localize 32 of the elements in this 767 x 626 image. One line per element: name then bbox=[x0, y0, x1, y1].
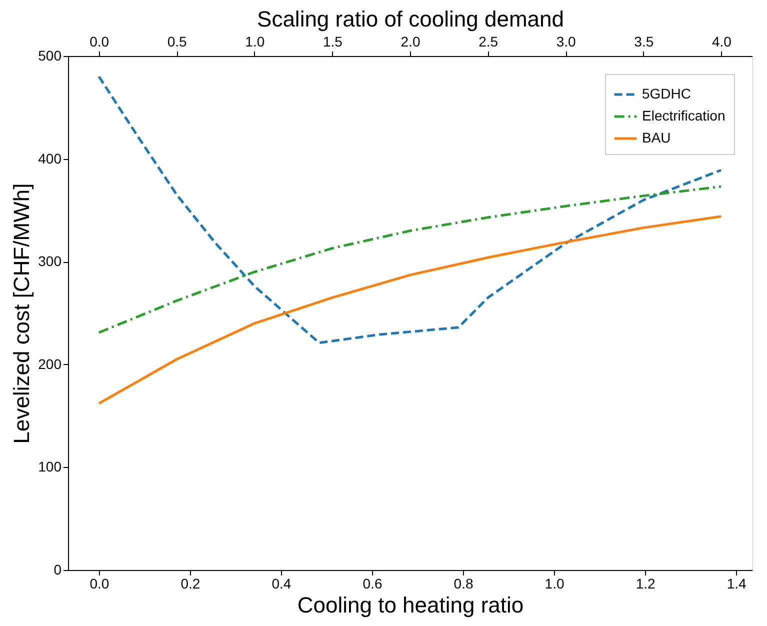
y-tick-label: 400 bbox=[38, 150, 62, 166]
line-series bbox=[98, 75, 722, 344]
x-tick-label: 0.2 bbox=[180, 576, 200, 592]
x2-tick-label: 1.0 bbox=[245, 34, 265, 50]
x-tick-label: 0.0 bbox=[90, 576, 110, 592]
y-tick-label: 200 bbox=[38, 356, 62, 372]
x2-axis-title: Scaling ratio of cooling demand bbox=[257, 6, 564, 32]
legend-label: BAU bbox=[642, 130, 671, 146]
x-tick-label: 1.0 bbox=[544, 576, 564, 592]
x-tick-label: 0.8 bbox=[454, 576, 474, 592]
x-tick-label: 0.6 bbox=[362, 576, 382, 592]
x-axis-title: Cooling to heating ratio bbox=[297, 592, 524, 618]
x2-tick-label: 1.5 bbox=[322, 34, 343, 50]
x2-tick-label: 2.0 bbox=[400, 34, 420, 50]
x2-tick-label: 0.0 bbox=[90, 34, 110, 50]
x2-tick-label: 2.5 bbox=[478, 34, 498, 50]
x-tick-label: 1.2 bbox=[636, 576, 656, 592]
y-axis-title: Levelized cost [CHF/MWh] bbox=[9, 183, 34, 444]
y-tick-label: 100 bbox=[38, 458, 62, 475]
legend-label: Electrification bbox=[642, 108, 726, 124]
y-tick-label: 500 bbox=[38, 48, 62, 64]
legend-label: 5GDHC bbox=[642, 86, 692, 102]
y-tick-label: 300 bbox=[38, 253, 62, 270]
x2-tick-label: 0.5 bbox=[167, 34, 188, 50]
x-tick-label: 0.4 bbox=[272, 576, 292, 592]
line-series bbox=[98, 215, 722, 405]
x2-tick-label: 3.5 bbox=[634, 34, 654, 50]
x-tick-label: 1.4 bbox=[726, 576, 747, 592]
x2-tick-label: 4.0 bbox=[712, 34, 732, 50]
y-tick-label: 0 bbox=[54, 562, 62, 578]
x2-tick-label: 3.0 bbox=[556, 34, 576, 50]
line-series bbox=[98, 185, 722, 334]
